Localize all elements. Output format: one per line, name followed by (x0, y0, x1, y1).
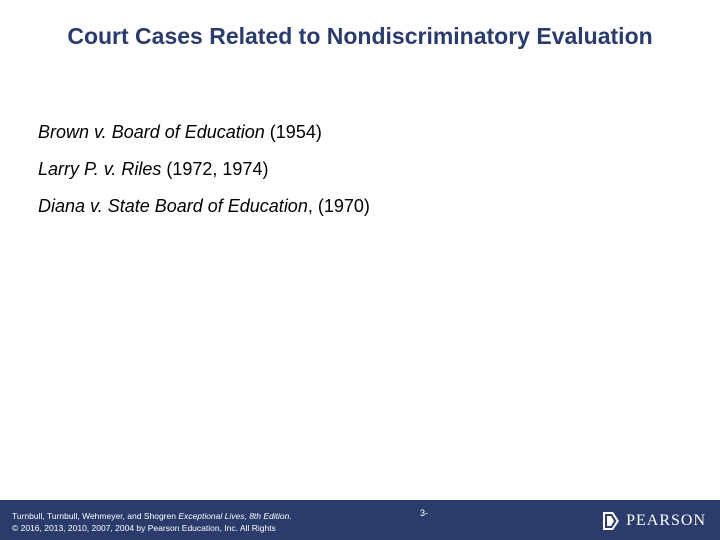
publisher-logo: PEARSON (600, 510, 706, 532)
pearson-mark-icon (600, 510, 622, 532)
case-rest: (1972, 1974) (161, 159, 268, 179)
case-rest: (1954) (265, 122, 322, 142)
footer-bar: Turnbull, Turnbull, Wehmeyer, and Shogre… (0, 500, 720, 540)
page-number: 3- (420, 508, 428, 518)
case-name: Diana v. State Board of Education (38, 196, 308, 216)
footer-book-title: Exceptional Lives, 8th Edition (178, 511, 289, 521)
pearson-logo-text: PEARSON (626, 512, 706, 530)
case-name: Larry P. v. Riles (38, 159, 161, 179)
footer-citation: Turnbull, Turnbull, Wehmeyer, and Shogre… (12, 511, 292, 534)
case-rest: , (1970) (308, 196, 370, 216)
footer-authors: Turnbull, Turnbull, Wehmeyer, and Shogre… (12, 511, 178, 521)
case-line-2: Larry P. v. Riles (1972, 1974) (38, 159, 682, 180)
slide: Court Cases Related to Nondiscriminatory… (0, 0, 720, 540)
footer-suffix: . (289, 511, 291, 521)
slide-title: Court Cases Related to Nondiscriminatory… (60, 22, 660, 51)
case-line-3: Diana v. State Board of Education, (1970… (38, 196, 682, 217)
case-line-1: Brown v. Board of Education (1954) (38, 122, 682, 143)
footer-copyright: © 2016, 2013, 2010, 2007, 2004 by Pearso… (12, 523, 276, 533)
body-area: Brown v. Board of Education (1954) Larry… (38, 122, 682, 233)
case-name: Brown v. Board of Education (38, 122, 265, 142)
